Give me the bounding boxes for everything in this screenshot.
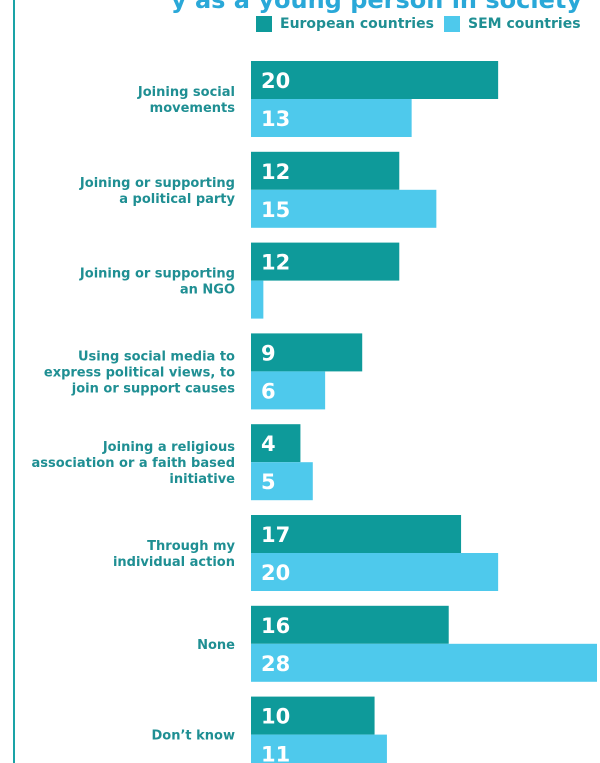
- bar-sem: [251, 189, 437, 228]
- value-label: 13: [261, 107, 290, 131]
- bar-european: [251, 333, 363, 372]
- category-label: Using social media to express political v…: [44, 349, 235, 396]
- category-label: Through my individual action: [113, 539, 236, 570]
- category-label: Joining or supporting an NGO: [79, 267, 235, 298]
- bar-sem: [251, 643, 597, 682]
- legend-item-sem: SEM countries: [444, 14, 581, 34]
- bar-european: [251, 242, 400, 281]
- bar-european: [251, 61, 499, 99]
- value-label: 5: [261, 470, 276, 494]
- category-label: Joining a religious association or a fait…: [32, 440, 236, 487]
- category-label: Don’t know: [152, 729, 236, 744]
- legend-swatch-sem: [444, 16, 460, 32]
- chart-title-fragment: y as a young person in society: [0, 0, 600, 14]
- category-label: Joining social movements: [137, 85, 235, 116]
- value-label: 15: [261, 198, 290, 222]
- bar-sem: [251, 280, 264, 319]
- bar-european: [251, 151, 400, 190]
- value-label: 11: [261, 743, 290, 763]
- value-label: 16: [261, 614, 290, 638]
- value-label: 12: [261, 160, 290, 184]
- value-label: 4: [261, 432, 276, 456]
- value-label: 20: [261, 69, 290, 93]
- value-label: 12: [261, 251, 290, 275]
- value-label: 9: [261, 341, 276, 365]
- category-label: Joining or supporting a political party: [79, 176, 236, 207]
- chart-title-text: y as a young person in society: [170, 0, 582, 14]
- bar-european: [251, 696, 375, 735]
- legend-swatch-european: [256, 16, 272, 32]
- value-label: 10: [261, 705, 290, 729]
- category-axis-line: [13, 0, 15, 763]
- legend-label-sem: SEM countries: [468, 16, 581, 32]
- bar-sem: [251, 734, 387, 763]
- bar-sem: [251, 99, 412, 137]
- value-label: 20: [261, 561, 290, 585]
- legend-item-european: European countries: [256, 14, 434, 34]
- bar-european: [251, 515, 462, 553]
- bar-sem: [251, 462, 313, 501]
- legend-label-european: European countries: [280, 16, 434, 32]
- bar-sem: [251, 553, 499, 591]
- bar-european: [251, 605, 449, 644]
- bar-european: [251, 424, 301, 463]
- value-label: 17: [261, 523, 290, 547]
- bar-sem: [251, 371, 326, 410]
- value-label: 6: [261, 379, 276, 403]
- category-label: None: [197, 638, 235, 653]
- value-label: 28: [261, 652, 290, 676]
